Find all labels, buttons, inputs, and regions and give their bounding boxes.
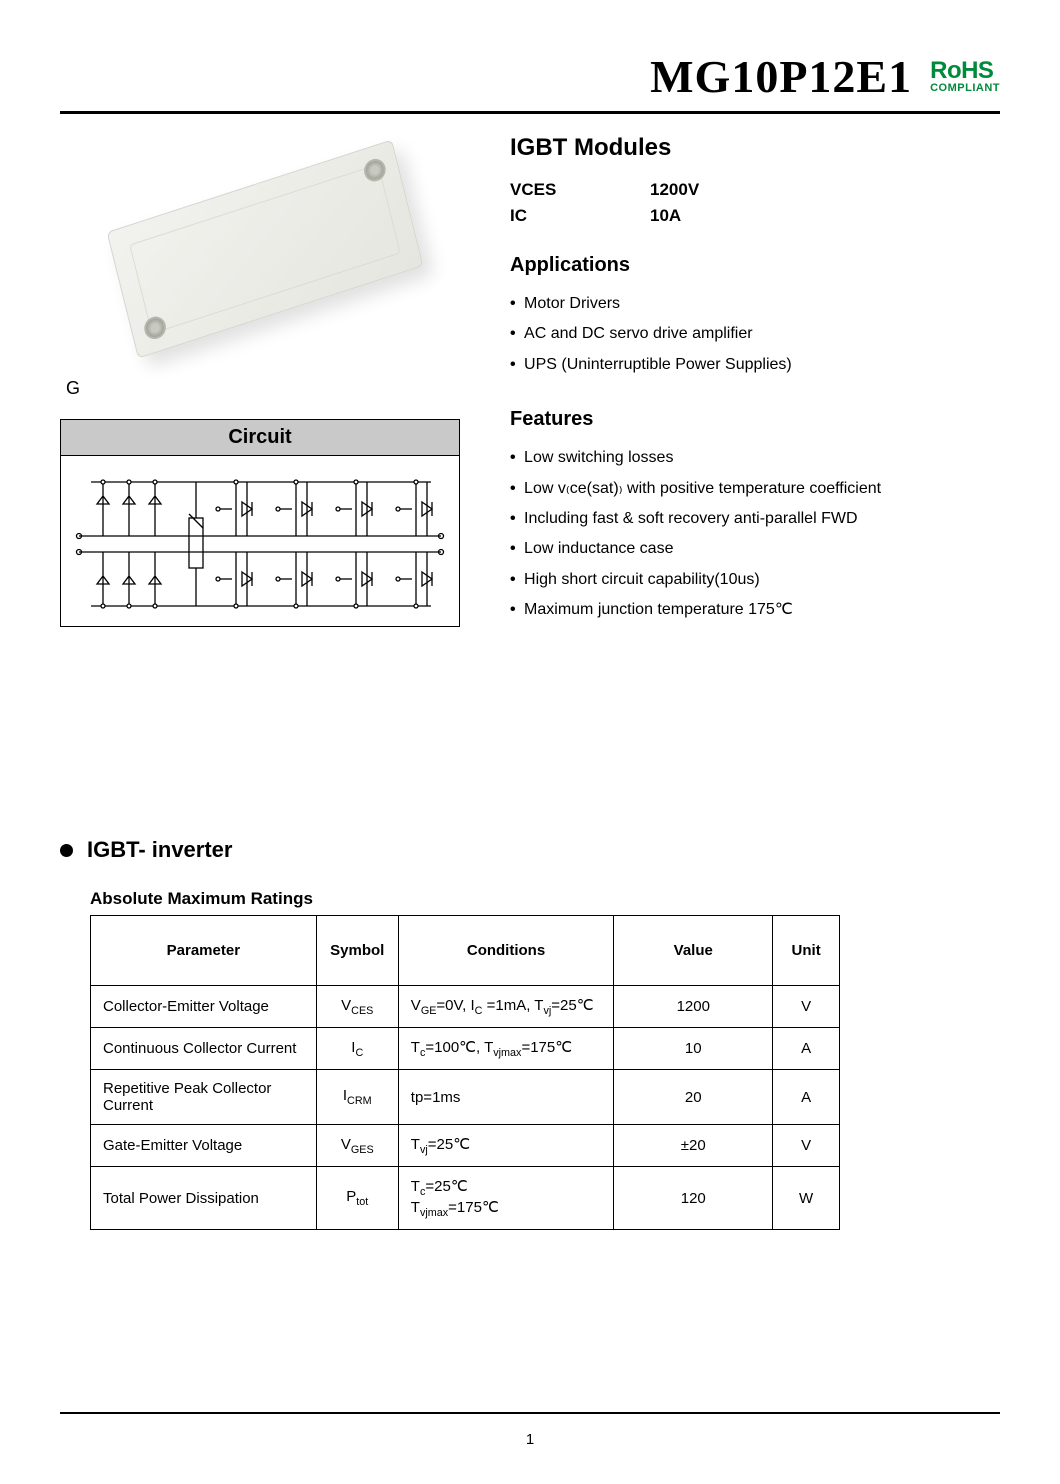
table-header-row: Parameter Symbol Conditions Value Unit	[91, 916, 840, 986]
photo-label: G	[66, 378, 470, 399]
module-body-shape	[107, 139, 424, 358]
top-content: G Circuit	[60, 134, 1000, 627]
cell-parameter: Collector-Emitter Voltage	[91, 986, 317, 1028]
cell-symbol: ICRM	[316, 1070, 398, 1125]
cell-unit: A	[773, 1028, 840, 1070]
rohs-text-top: RoHS	[930, 59, 1000, 83]
table-row: Continuous Collector CurrentICTc=100℃, T…	[91, 1028, 840, 1070]
cell-symbol: VGES	[316, 1125, 398, 1167]
cell-value: 120	[614, 1167, 773, 1230]
specs-block: VCES1200VIC10A	[510, 180, 1000, 226]
col-parameter: Parameter	[91, 916, 317, 986]
spec-label: VCES	[510, 180, 650, 200]
cell-value: 1200	[614, 986, 773, 1028]
spec-row: VCES1200V	[510, 180, 1000, 200]
cell-value: 20	[614, 1070, 773, 1125]
cell-value: ±20	[614, 1125, 773, 1167]
spec-label: IC	[510, 206, 650, 226]
table-row: Gate-Emitter VoltageVGESTvj=25℃±20V	[91, 1125, 840, 1167]
col-value: Value	[614, 916, 773, 986]
cell-unit: A	[773, 1070, 840, 1125]
product-photo	[80, 144, 450, 374]
col-unit: Unit	[773, 916, 840, 986]
applications-heading: Applications	[510, 254, 1000, 277]
circuit-title: Circuit	[61, 420, 459, 456]
table-subtitle: Absolute Maximum Ratings	[90, 889, 1000, 909]
features-list: Low switching lossesLow v₍ce(sat)₎ with …	[510, 443, 1000, 625]
cell-value: 10	[614, 1028, 773, 1070]
cell-symbol: VCES	[316, 986, 398, 1028]
right-column: IGBT Modules VCES1200VIC10A Applications…	[490, 134, 1000, 627]
applications-list: Motor DriversAC and DC servo drive ampli…	[510, 289, 1000, 380]
cell-conditions: Tvj=25℃	[398, 1125, 613, 1167]
col-symbol: Symbol	[316, 916, 398, 986]
list-item: Including fast & soft recovery anti-para…	[510, 504, 1000, 534]
spec-value: 10A	[650, 206, 681, 226]
cell-unit: V	[773, 1125, 840, 1167]
page-header: MG10P12E1 RoHS COMPLIANT	[60, 50, 1000, 114]
list-item: Low inductance case	[510, 534, 1000, 564]
cell-parameter: Gate-Emitter Voltage	[91, 1125, 317, 1167]
cell-symbol: Ptot	[316, 1167, 398, 1230]
cell-symbol: IC	[316, 1028, 398, 1070]
list-item: Motor Drivers	[510, 289, 1000, 319]
cell-conditions: Tc=100℃, Tvjmax=175℃	[398, 1028, 613, 1070]
circuit-diagram	[61, 456, 459, 626]
ratings-table: Parameter Symbol Conditions Value Unit C…	[90, 915, 840, 1230]
cell-unit: W	[773, 1167, 840, 1230]
list-item: Maximum junction temperature 175℃	[510, 595, 1000, 625]
part-number: MG10P12E1	[650, 50, 912, 103]
igbt-inverter-label: IGBT- inverter	[87, 837, 232, 863]
list-item: Low v₍ce(sat)₎ with positive temperature…	[510, 474, 1000, 504]
table-row: Collector-Emitter VoltageVCESVGE=0V, IC …	[91, 986, 840, 1028]
cell-parameter: Repetitive Peak Collector Current	[91, 1070, 317, 1125]
features-heading: Features	[510, 408, 1000, 431]
col-conditions: Conditions	[398, 916, 613, 986]
spec-row: IC10A	[510, 206, 1000, 226]
list-item: Low switching losses	[510, 443, 1000, 473]
cell-conditions: VGE=0V, IC =1mA, Tvj=25℃	[398, 986, 613, 1028]
mount-hole-icon	[142, 314, 168, 342]
list-item: AC and DC servo drive amplifier	[510, 319, 1000, 349]
table-row: Total Power DissipationPtotTc=25℃Tvjmax=…	[91, 1167, 840, 1230]
spec-value: 1200V	[650, 180, 699, 200]
module-title: IGBT Modules	[510, 134, 1000, 162]
table-row: Repetitive Peak Collector CurrentICRMtp=…	[91, 1070, 840, 1125]
cell-unit: V	[773, 986, 840, 1028]
mount-hole-icon	[362, 156, 388, 184]
list-item: High short circuit capability(10us)	[510, 565, 1000, 595]
list-item: UPS (Uninterruptible Power Supplies)	[510, 350, 1000, 380]
circuit-panel: Circuit	[60, 419, 460, 627]
page-number: 1	[0, 1431, 1060, 1448]
cell-conditions: tp=1ms	[398, 1070, 613, 1125]
left-column: G Circuit	[60, 134, 470, 627]
rohs-text-bottom: COMPLIANT	[930, 83, 1000, 94]
footer-rule	[60, 1412, 1000, 1414]
cell-parameter: Continuous Collector Current	[91, 1028, 317, 1070]
igbt-inverter-section-header: IGBT- inverter	[60, 837, 1000, 863]
cell-parameter: Total Power Dissipation	[91, 1167, 317, 1230]
cell-conditions: Tc=25℃Tvjmax=175℃	[398, 1167, 613, 1230]
rohs-badge: RoHS COMPLIANT	[930, 59, 1000, 94]
bullet-icon	[60, 844, 73, 857]
